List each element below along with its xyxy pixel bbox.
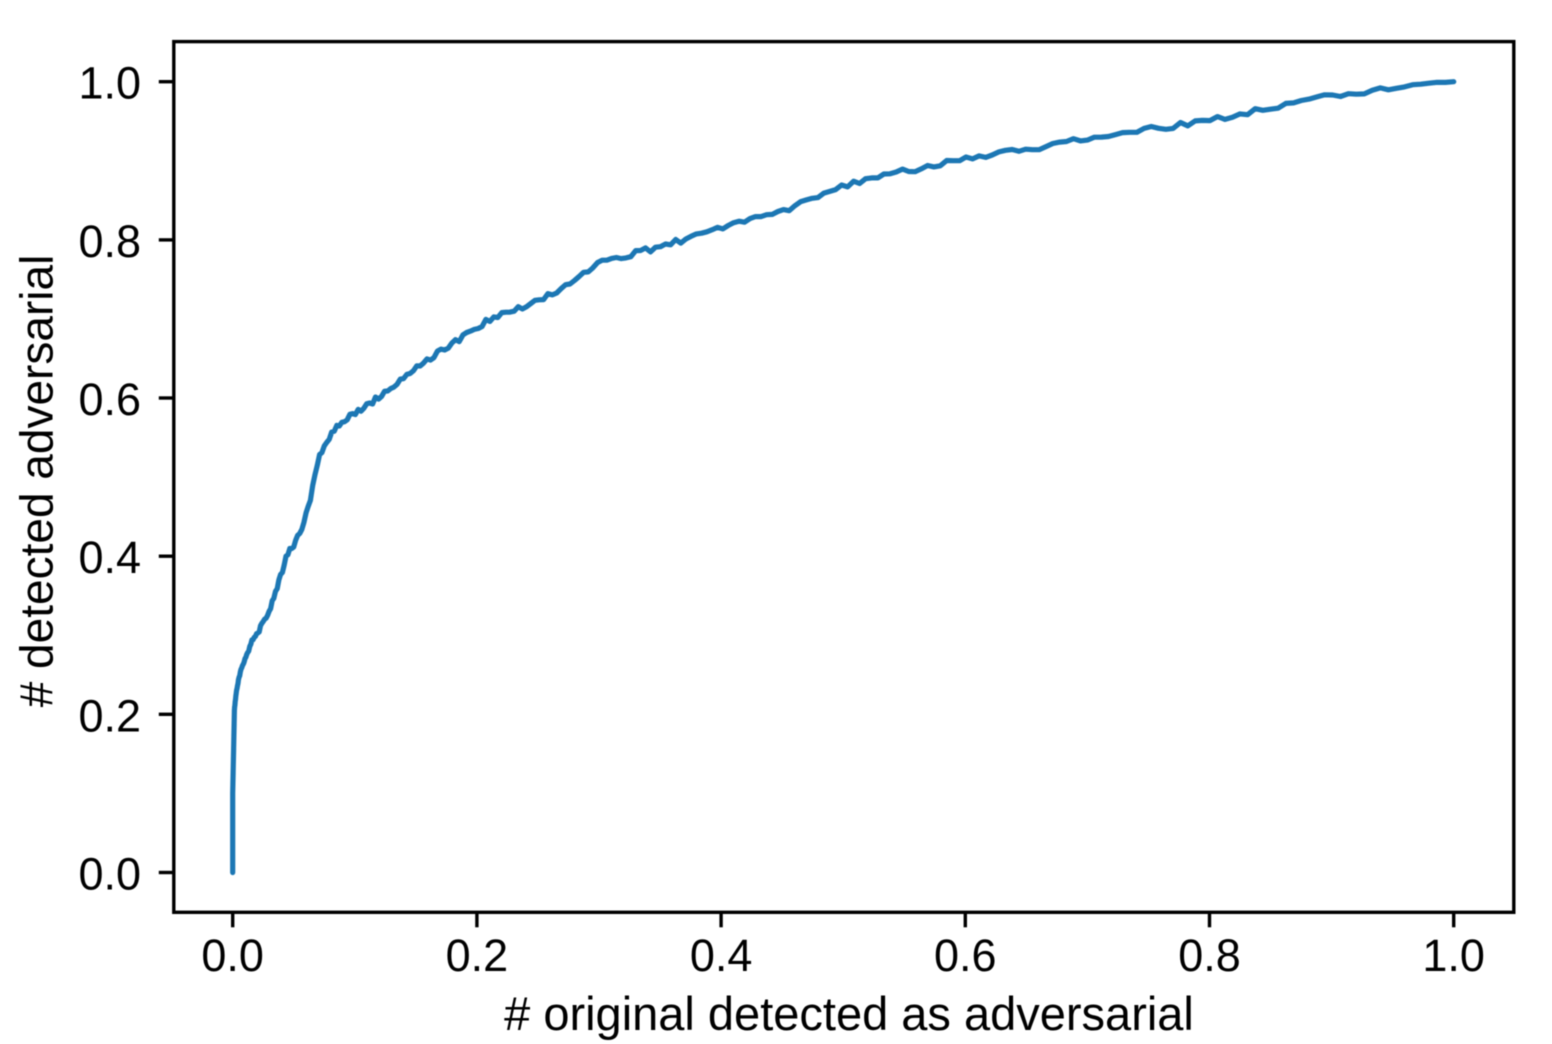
svg-text:0.6: 0.6 (78, 374, 141, 425)
svg-text:0.4: 0.4 (690, 930, 753, 981)
svg-text:0.2: 0.2 (78, 690, 141, 741)
svg-text:0.6: 0.6 (934, 930, 997, 981)
svg-text:0.0: 0.0 (78, 849, 141, 900)
svg-text:1.0: 1.0 (1422, 930, 1485, 981)
svg-text:0.4: 0.4 (78, 532, 141, 583)
svg-text:# original detected as adversa: # original detected as adversarial (504, 987, 1194, 1040)
svg-text:0.8: 0.8 (1178, 930, 1241, 981)
svg-text:0.8: 0.8 (78, 216, 141, 267)
svg-text:0.0: 0.0 (201, 930, 264, 981)
svg-text:1.0: 1.0 (78, 58, 141, 109)
svg-text:# detected adversarial: # detected adversarial (11, 255, 63, 708)
svg-text:0.2: 0.2 (446, 930, 509, 981)
